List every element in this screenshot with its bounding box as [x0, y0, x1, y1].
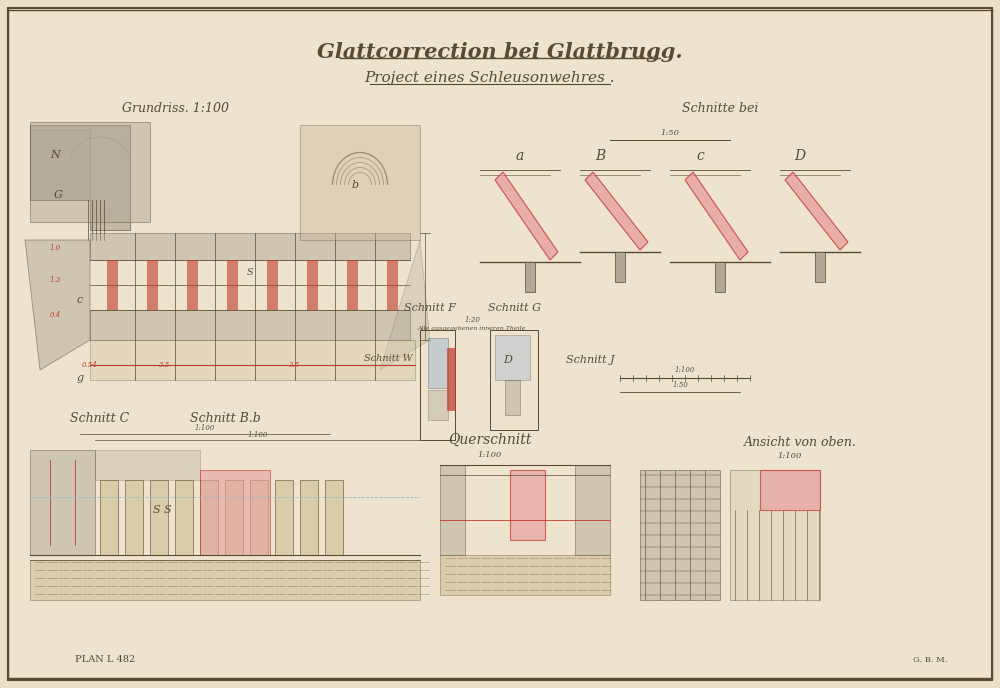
Polygon shape	[90, 310, 410, 340]
Polygon shape	[440, 465, 465, 555]
Polygon shape	[30, 125, 130, 230]
Bar	[225, 480, 243, 555]
Text: 0.54: 0.54	[82, 361, 98, 369]
Polygon shape	[380, 240, 430, 370]
Polygon shape	[267, 260, 278, 310]
Bar	[100, 480, 118, 555]
Polygon shape	[495, 335, 530, 380]
Text: 1.0: 1.0	[49, 244, 61, 252]
Text: 0.4: 0.4	[49, 311, 61, 319]
Text: PLAN L 482: PLAN L 482	[75, 656, 135, 665]
Text: Schnitt B.b: Schnitt B.b	[190, 411, 260, 424]
Polygon shape	[387, 260, 398, 310]
Polygon shape	[428, 390, 448, 420]
Text: Grundriss. 1:100: Grundriss. 1:100	[122, 102, 229, 114]
Text: Project eines Schleusonwehres .: Project eines Schleusonwehres .	[365, 71, 615, 85]
Polygon shape	[440, 555, 610, 595]
Bar	[250, 480, 268, 555]
Polygon shape	[227, 260, 238, 310]
Polygon shape	[25, 240, 90, 370]
Text: 1:50: 1:50	[672, 381, 688, 389]
Polygon shape	[575, 465, 610, 555]
Text: b: b	[351, 180, 359, 190]
Bar	[125, 480, 143, 555]
Text: Schnitt G: Schnitt G	[488, 303, 542, 313]
Polygon shape	[30, 560, 420, 600]
Bar	[490, 330, 538, 430]
Text: c: c	[696, 149, 704, 163]
Polygon shape	[307, 260, 318, 310]
Polygon shape	[685, 172, 748, 260]
Text: c: c	[77, 295, 83, 305]
Text: Glattcorrection bei Glattbrugg.: Glattcorrection bei Glattbrugg.	[317, 42, 683, 62]
Text: D: D	[504, 355, 512, 365]
Text: 1:50: 1:50	[660, 129, 680, 137]
Bar	[715, 262, 725, 292]
Bar	[325, 480, 343, 555]
Text: 1.3: 1.3	[49, 276, 61, 284]
Polygon shape	[90, 233, 410, 260]
Text: G. B. M.: G. B. M.	[913, 656, 947, 664]
Polygon shape	[495, 172, 558, 260]
Bar	[300, 480, 318, 555]
Text: Schnitt F: Schnitt F	[404, 303, 456, 313]
Polygon shape	[147, 260, 158, 310]
Text: 1:100: 1:100	[778, 452, 802, 460]
Bar	[150, 480, 168, 555]
Text: Schnitt W: Schnitt W	[364, 354, 412, 363]
Text: Alle ausgegebenen inneren Theile: Alle ausgegebenen inneren Theile	[418, 325, 526, 330]
Polygon shape	[785, 172, 848, 250]
Text: S: S	[247, 268, 253, 277]
Bar	[175, 480, 193, 555]
Bar	[815, 252, 825, 282]
Bar	[525, 262, 535, 292]
Polygon shape	[347, 260, 358, 310]
Text: Schnitte bei: Schnitte bei	[682, 102, 758, 114]
Polygon shape	[187, 260, 198, 310]
Polygon shape	[300, 125, 420, 240]
Text: 3.5: 3.5	[159, 361, 171, 369]
Text: g: g	[76, 373, 84, 383]
Text: Schnitt J: Schnitt J	[566, 355, 614, 365]
Text: G: G	[54, 190, 62, 200]
Polygon shape	[585, 172, 648, 250]
Text: Ansicht von oben.: Ansicht von oben.	[744, 436, 856, 449]
Text: 1:100: 1:100	[195, 424, 215, 432]
Polygon shape	[95, 450, 200, 480]
Text: 1:20: 1:20	[464, 316, 480, 324]
Text: S S: S S	[153, 505, 171, 515]
Polygon shape	[90, 340, 415, 380]
Polygon shape	[30, 130, 90, 200]
Polygon shape	[505, 380, 520, 415]
Polygon shape	[730, 470, 820, 600]
Polygon shape	[428, 338, 448, 388]
Text: Schnitt C: Schnitt C	[70, 411, 130, 424]
Bar	[420, 330, 455, 440]
Text: Querschnitt: Querschnitt	[448, 433, 532, 447]
Text: N: N	[50, 150, 60, 160]
Polygon shape	[25, 118, 415, 390]
Text: 1:100: 1:100	[248, 431, 268, 439]
Bar	[200, 480, 218, 555]
Polygon shape	[30, 450, 95, 555]
Polygon shape	[760, 470, 820, 510]
Text: B: B	[595, 149, 605, 163]
Text: a: a	[516, 149, 524, 163]
Text: 3.5: 3.5	[289, 361, 301, 369]
Polygon shape	[447, 348, 455, 410]
Bar	[30, 122, 150, 222]
Polygon shape	[510, 470, 545, 540]
Polygon shape	[107, 260, 118, 310]
Text: D: D	[794, 149, 806, 163]
Bar	[275, 480, 293, 555]
Polygon shape	[200, 470, 270, 555]
Bar	[615, 252, 625, 282]
Polygon shape	[640, 470, 720, 600]
Text: 1:100: 1:100	[675, 366, 695, 374]
Text: 1:100: 1:100	[478, 451, 502, 459]
